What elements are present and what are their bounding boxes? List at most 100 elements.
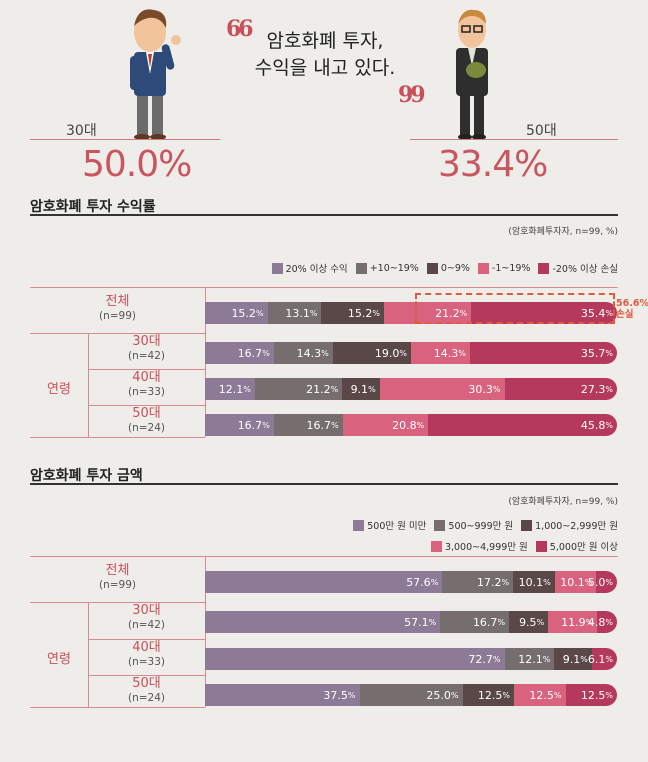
data-label: 14.3: [296, 346, 322, 360]
stacked-bar: 16.7% 16.7% 20.8% 45.8%: [205, 414, 617, 436]
legend-label: 3,000~4,999만 원: [444, 542, 528, 553]
data-label-unit: %: [368, 384, 376, 394]
bar-segment: 4.8%: [588, 611, 617, 633]
bar-segment: 9.1%: [342, 378, 380, 400]
left-age-label: 30대: [66, 123, 97, 139]
legend-label: 20% 이상 수익: [285, 264, 348, 275]
data-label-unit: %: [330, 420, 339, 430]
data-label-unit: %: [543, 577, 551, 587]
bar-segment: 14.3%: [410, 342, 470, 364]
bar-segment: 17.2%: [442, 571, 514, 593]
open-quote-mark: 66: [226, 16, 254, 42]
row-label: 30대 (n=42): [88, 603, 205, 633]
data-label-unit: %: [459, 308, 468, 318]
bar-segment: 72.7%: [205, 648, 505, 670]
data-label-unit: %: [450, 690, 459, 700]
bar-segment: 12.5%: [514, 684, 566, 706]
row-n: (n=33): [127, 656, 165, 668]
legend-swatch: [430, 540, 442, 552]
data-label-unit: %: [458, 348, 466, 358]
row-label-text: 50대: [132, 676, 161, 691]
stacked-bar: 16.7% 14.3% 19.0% 14.3% 35.7%: [205, 342, 617, 364]
data-label: 15.2: [231, 306, 256, 320]
stacked-bar: 57.6% 17.2% 10.1% 10.1% 5.0%: [205, 571, 617, 593]
bar-segment: 11.9%: [548, 611, 598, 633]
row-label: 30대 (n=42): [88, 334, 205, 364]
data-label-unit: %: [416, 420, 425, 430]
bar-segment: 6.1%: [588, 648, 617, 670]
loss-annotation: 56.6% 손실: [616, 298, 648, 320]
legend-item: 0~9%: [426, 262, 470, 274]
legend-swatch: [477, 262, 489, 274]
data-label-unit: %: [321, 348, 329, 358]
legend-label: 0~9%: [440, 262, 470, 274]
quote-text: 암호화폐 투자, 수익을 내고 있다.: [200, 28, 450, 82]
data-label-unit: %: [585, 617, 594, 627]
data-label-unit: %: [605, 384, 613, 394]
data-label-unit: %: [262, 348, 270, 358]
data-label: 17.2: [477, 575, 502, 589]
bar-segment: 16.7%: [273, 414, 343, 436]
data-label: 9.1: [562, 652, 581, 666]
bar-segment: 12.5%: [462, 684, 514, 706]
row-label: 40대 (n=33): [88, 640, 205, 670]
row-n: (n=42): [127, 350, 165, 362]
data-label: 14.3: [433, 346, 459, 360]
bar-segment: 12.1%: [205, 378, 255, 400]
data-label-unit: %: [605, 617, 613, 627]
stacked-bar: 12.1% 21.2% 9.1% 30.3% 27.3%: [205, 378, 617, 400]
stacked-bar: 72.7% 12.1% 9.1% 6.1%: [205, 648, 617, 670]
data-label-unit: %: [347, 690, 356, 700]
chart1-title-rule: [30, 214, 618, 216]
data-label-unit: %: [309, 308, 318, 318]
data-label: 25.0: [426, 688, 451, 702]
legend-label: -20% 이상 손실: [552, 264, 618, 275]
data-label-unit: %: [255, 308, 264, 318]
data-label-unit: %: [501, 577, 510, 587]
legend-item: 3,000~4,999만 원: [430, 539, 528, 553]
chart1-title: 암호화폐 투자 수익률: [30, 199, 156, 215]
row-label-text: 30대: [132, 334, 161, 349]
data-label: 12.5: [580, 688, 606, 702]
data-label-unit: %: [584, 577, 593, 587]
quote-line-2: 수익을 내고 있다.: [254, 57, 396, 79]
row-label: 전체 (n=99): [30, 294, 205, 324]
data-label-unit: %: [262, 420, 270, 430]
data-label-unit: %: [502, 690, 510, 700]
legend-item: -20% 이상 손실: [538, 261, 618, 275]
bar-segment: 19.0%: [332, 342, 411, 364]
bar-segment: 10.1%: [513, 571, 555, 593]
data-label: 12.1: [518, 652, 543, 666]
table-top-line: [30, 287, 618, 288]
data-label-unit: %: [330, 384, 339, 394]
bar-segment: 25.0%: [359, 684, 463, 706]
quote-line-1: 암호화폐 투자,: [266, 30, 384, 52]
data-label-unit: %: [536, 617, 545, 627]
row-n: (n=24): [127, 692, 165, 704]
row-n: (n=99): [98, 579, 136, 591]
row-n: (n=42): [127, 619, 165, 631]
left-divider: [30, 139, 220, 140]
table-row-divider: [30, 602, 205, 603]
row-label-text: 30대: [132, 603, 161, 618]
bar-segment: 21.2%: [384, 302, 472, 324]
data-label-unit: %: [542, 654, 551, 664]
data-label-unit: %: [605, 308, 613, 318]
data-label: 16.7: [306, 418, 331, 432]
bar-segment: 12.1%: [504, 648, 555, 670]
right-big-percent: 33.4%: [438, 144, 548, 185]
table-bottom-line: [30, 437, 205, 438]
legend-swatch: [535, 540, 547, 552]
bar-segment: 21.2%: [254, 378, 343, 400]
data-label-unit: %: [428, 617, 437, 627]
stacked-bar: 15.2% 13.1% 15.2% 21.2% 35.4%: [205, 302, 617, 324]
data-label: 35.4: [580, 306, 606, 320]
legend-label: 500만 원 미만: [367, 521, 427, 532]
bar-segment: 35.7%: [469, 342, 617, 364]
chart2-note: (암호화폐투자자, n=99, %): [508, 497, 618, 507]
bar-segment: 35.4%: [471, 302, 617, 324]
data-label: 6.1: [587, 652, 606, 666]
data-label: 21.2: [306, 382, 331, 396]
data-label: 10.1: [518, 575, 544, 589]
row-label-text: 40대: [132, 640, 161, 655]
